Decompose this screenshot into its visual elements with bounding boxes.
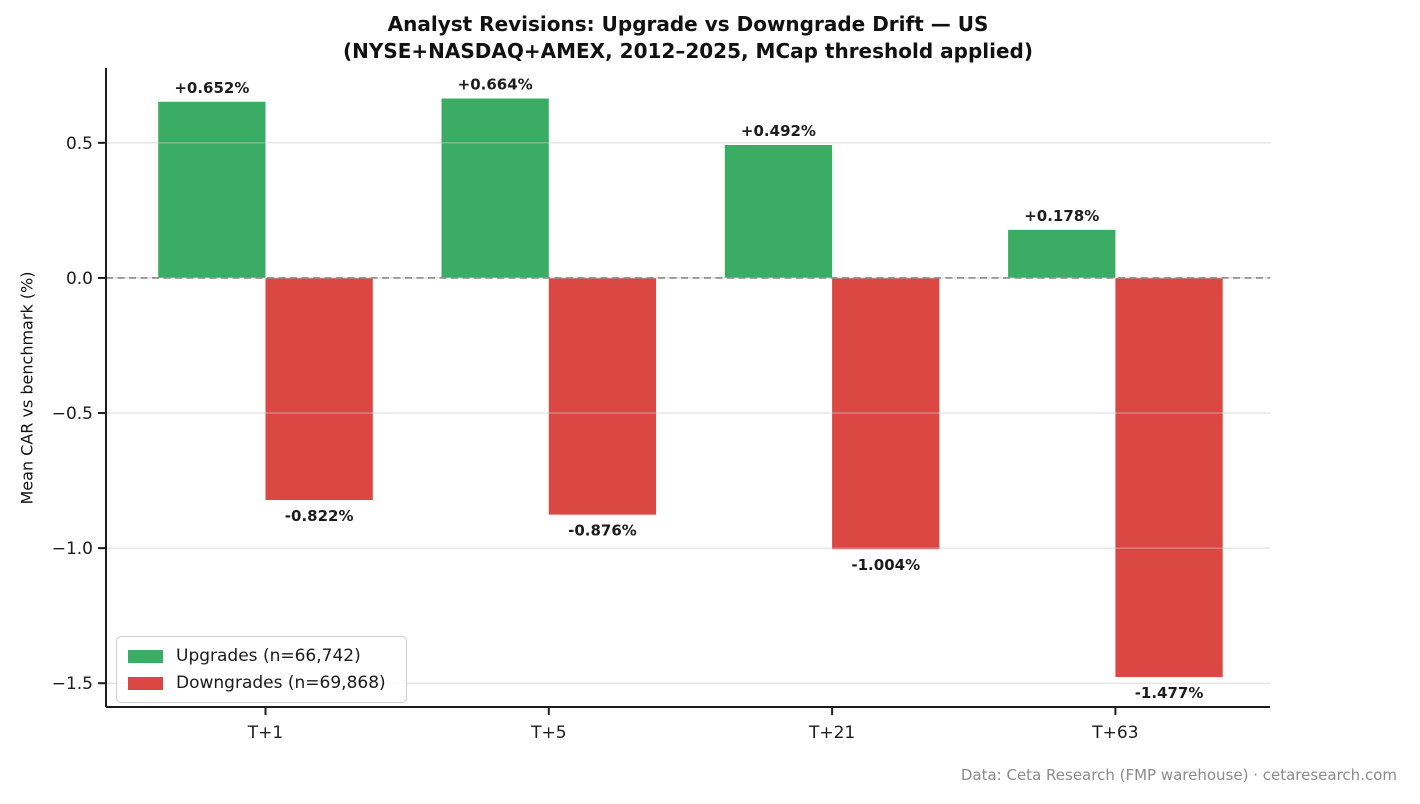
bar-downgrades-T+63 [1115, 277, 1223, 678]
chart-title-block: Analyst Revisions: Upgrade vs Downgrade … [106, 11, 1270, 65]
x-tick-label-T+63: T+63 [1091, 723, 1138, 743]
chart-title: Analyst Revisions: Upgrade vs Downgrade … [387, 12, 989, 36]
x-tick-label-T+21: T+21 [808, 723, 855, 743]
bar-upgrades-T+21 [724, 145, 833, 278]
legend-item-downgrades: Downgrades (n=69,868) [128, 673, 386, 693]
y-tick-label--0.5: −0.5 [52, 404, 93, 424]
y-tick-label--1: −1.0 [52, 539, 93, 559]
chart-subtitle: (NYSE+NASDAQ+AMEX, 2012–2025, MCap thres… [342, 39, 1034, 63]
bar-label-downgrades-T+1: -0.822% [285, 507, 354, 525]
bar-label-upgrades-T+1: +0.652% [174, 79, 249, 97]
bar-label-downgrades-T+5: -0.876% [568, 522, 637, 540]
legend-label-downgrades: Downgrades (n=69,868) [176, 673, 386, 693]
bar-downgrades-T+1 [265, 277, 373, 501]
y-tick-label--1.5: −1.5 [52, 674, 93, 694]
legend-item-upgrades: Upgrades (n=66,742) [128, 646, 386, 666]
bar-label-downgrades-T+21: -1.004% [851, 556, 920, 574]
bar-label-upgrades-T+21: +0.492% [741, 122, 816, 140]
bar-label-upgrades-T+5: +0.664% [458, 76, 533, 94]
y-tick-label-0: 0.0 [66, 269, 93, 289]
bar-label-upgrades-T+63: +0.178% [1024, 207, 1099, 225]
legend-swatch-upgrades-icon [128, 649, 163, 663]
y-tick-label-0.5: 0.5 [66, 134, 93, 154]
bar-upgrades-T+1 [158, 101, 266, 278]
x-tick-label-T+5: T+5 [530, 723, 566, 743]
bar-upgrades-T+63 [1008, 229, 1116, 278]
x-tick-label-T+1: T+1 [247, 723, 283, 743]
legend-swatch-downgrades-icon [128, 676, 163, 690]
legend-label-upgrades: Upgrades (n=66,742) [176, 646, 361, 666]
footer-credit: Data: Ceta Research (FMP warehouse) · ce… [960, 766, 1397, 784]
bar-downgrades-T+5 [548, 277, 657, 515]
bar-upgrades-T+5 [441, 98, 549, 278]
bar-label-downgrades-T+63: -1.477% [1135, 684, 1204, 702]
legend: Upgrades (n=66,742) Downgrades (n=69,868… [116, 636, 407, 703]
